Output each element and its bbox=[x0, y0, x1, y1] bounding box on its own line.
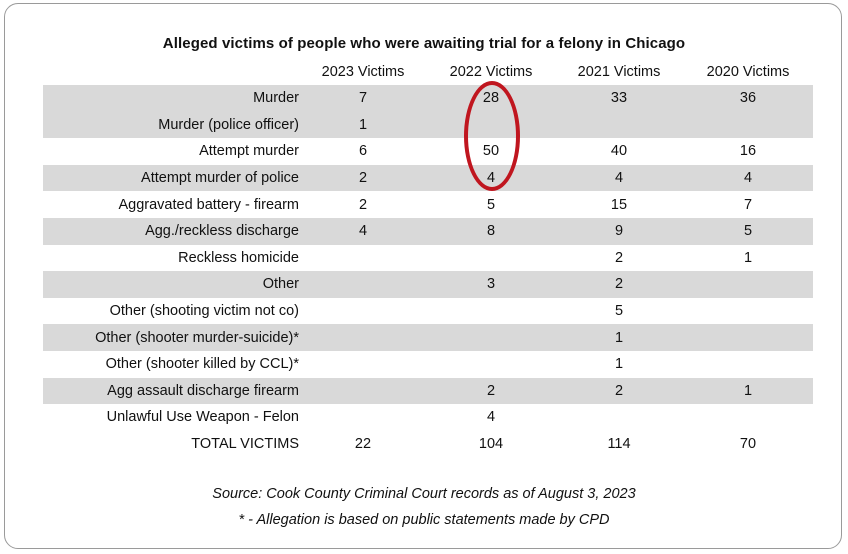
value-cell bbox=[683, 271, 813, 298]
value-cell: 15 bbox=[610, 196, 628, 213]
row-label: Other (shooting victim not co) bbox=[109, 303, 299, 320]
value-cell: 2 bbox=[555, 377, 683, 405]
value-cell: 1 bbox=[743, 249, 753, 266]
value-cell bbox=[299, 298, 427, 325]
row-label: Agg assault discharge firearm bbox=[43, 377, 299, 405]
value-cell: 5 bbox=[486, 196, 496, 213]
value-cell: 5 bbox=[614, 303, 624, 320]
table-row: Attempt murder of police 2 4 4 4 bbox=[43, 164, 813, 192]
table-row: Other (shooter killed by CCL)* 1 bbox=[43, 351, 813, 378]
row-label: Unlawful Use Weapon - Felon bbox=[106, 409, 299, 426]
value-cell: 5 bbox=[683, 217, 813, 245]
total-row: TOTAL VICTIMS 22 104 114 70 bbox=[43, 431, 813, 457]
victims-table: 2023 Victims 2022 Victims 2021 Victims 2… bbox=[43, 59, 813, 457]
table-title: Alleged victims of people who were await… bbox=[162, 35, 686, 52]
value-cell: 4 bbox=[299, 217, 427, 245]
table-row: Murder (police officer) 1 bbox=[43, 111, 813, 139]
value-cell bbox=[299, 271, 427, 298]
value-cell bbox=[299, 245, 427, 272]
value-cell: 2 bbox=[358, 196, 368, 213]
table-row: Attempt murder 6 50 40 16 bbox=[43, 138, 813, 165]
row-label: Aggravated battery - firearm bbox=[118, 196, 299, 213]
value-cell: 7 bbox=[299, 85, 427, 112]
column-header: 2022 Victims bbox=[449, 64, 533, 80]
value-cell: 4 bbox=[486, 409, 496, 426]
value-cell: 2 bbox=[427, 377, 555, 405]
column-header: 2023 Victims bbox=[321, 64, 405, 80]
row-label: Other bbox=[43, 271, 299, 298]
table-row: Agg assault discharge firearm 2 2 1 bbox=[43, 377, 813, 405]
table-body: Murder 7 28 33 36 Murder (police officer) 1 Att… bbox=[43, 85, 813, 457]
total-value: 70 bbox=[739, 435, 757, 452]
source-note: Source: Cook County Criminal Court recor… bbox=[212, 486, 636, 502]
value-cell: 1 bbox=[614, 356, 624, 373]
value-cell bbox=[427, 245, 555, 272]
value-cell: 1 bbox=[683, 377, 813, 405]
value-cell: 40 bbox=[610, 143, 628, 160]
value-cell bbox=[683, 298, 813, 325]
row-label: Reckless homicide bbox=[178, 249, 299, 266]
table-row: Unlawful Use Weapon - Felon 4 bbox=[43, 404, 813, 431]
value-cell: 4 bbox=[555, 164, 683, 192]
row-label: Attempt murder bbox=[199, 143, 299, 160]
value-cell: 16 bbox=[739, 143, 757, 160]
row-label: Agg./reckless discharge bbox=[43, 217, 299, 245]
value-cell bbox=[299, 324, 427, 351]
value-cell bbox=[299, 377, 427, 405]
row-label: Other (shooter murder-suicide)* bbox=[43, 324, 299, 351]
value-cell: 50 bbox=[482, 143, 500, 160]
header-row: 2023 Victims 2022 Victims 2021 Victims 2… bbox=[43, 59, 813, 85]
value-cell bbox=[555, 404, 683, 431]
table-row: Other (shooting victim not co) 5 bbox=[43, 298, 813, 325]
row-label: Murder bbox=[43, 85, 299, 112]
table-row: Aggravated battery - firearm 2 5 15 7 bbox=[43, 191, 813, 218]
value-cell: 1 bbox=[299, 111, 427, 139]
value-cell bbox=[683, 404, 813, 431]
total-value: 22 bbox=[354, 435, 372, 452]
total-value: 114 bbox=[607, 435, 631, 452]
value-cell: 3 bbox=[427, 271, 555, 298]
value-cell: 4 bbox=[683, 164, 813, 192]
column-header: 2020 Victims bbox=[706, 64, 790, 80]
value-cell bbox=[299, 404, 427, 431]
value-cell: 7 bbox=[743, 196, 753, 213]
value-cell: 33 bbox=[555, 85, 683, 112]
value-cell bbox=[427, 324, 555, 351]
total-label: TOTAL VICTIMS bbox=[191, 435, 299, 452]
row-label: Murder (police officer) bbox=[43, 111, 299, 139]
value-cell: 4 bbox=[427, 164, 555, 192]
value-cell: 2 bbox=[614, 249, 624, 266]
row-label: Attempt murder of police bbox=[43, 164, 299, 192]
value-cell: 2 bbox=[555, 271, 683, 298]
value-cell: 8 bbox=[427, 217, 555, 245]
footnote: * - Allegation is based on public statem… bbox=[238, 512, 610, 528]
value-cell: 9 bbox=[555, 217, 683, 245]
value-cell: 1 bbox=[555, 324, 683, 351]
value-cell: 6 bbox=[358, 143, 368, 160]
value-cell bbox=[427, 351, 555, 378]
table-row: Reckless homicide 2 1 bbox=[43, 245, 813, 272]
table-row: Murder 7 28 33 36 bbox=[43, 85, 813, 112]
table-row: Agg./reckless discharge 4 8 9 5 bbox=[43, 217, 813, 245]
table-row: Other 3 2 bbox=[43, 271, 813, 298]
value-cell bbox=[299, 351, 427, 378]
header-label-cell bbox=[43, 59, 299, 85]
table-row: Other (shooter murder-suicide)* 1 bbox=[43, 324, 813, 351]
value-cell: 28 bbox=[427, 85, 555, 112]
total-value: 104 bbox=[478, 435, 504, 452]
value-cell bbox=[427, 298, 555, 325]
value-cell bbox=[683, 324, 813, 351]
value-cell: 2 bbox=[299, 164, 427, 192]
column-header: 2021 Victims bbox=[577, 64, 661, 80]
value-cell bbox=[555, 111, 683, 139]
value-cell: 36 bbox=[683, 85, 813, 112]
value-cell bbox=[683, 111, 813, 139]
row-label: Other (shooter killed by CCL)* bbox=[105, 356, 299, 373]
value-cell bbox=[683, 351, 813, 378]
value-cell bbox=[427, 111, 555, 139]
